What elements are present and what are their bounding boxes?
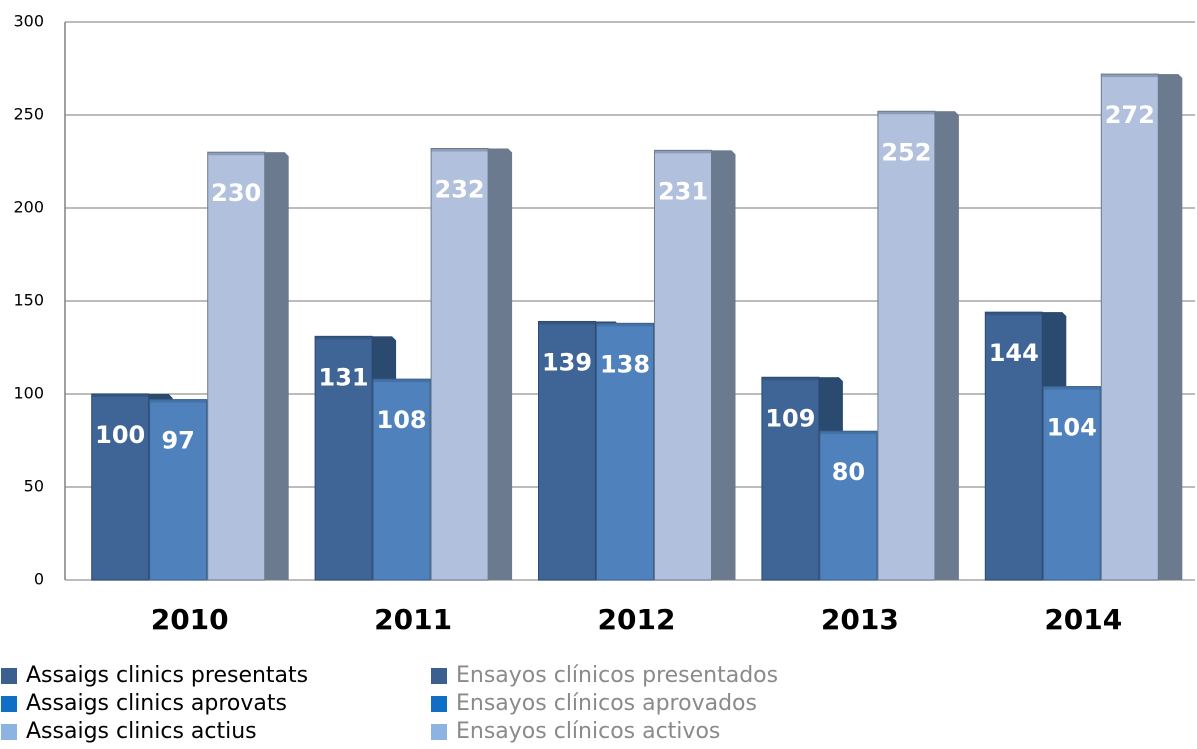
value-label: 231 (658, 177, 708, 205)
bar-top (91, 394, 169, 397)
legend-label: Ensayos clínicos presentados (456, 663, 778, 688)
y-tick-label: 100 (13, 384, 44, 403)
legend-label: Ensayos clínicos aprovados (456, 691, 757, 716)
bar (596, 322, 654, 581)
value-label: 232 (435, 175, 485, 203)
y-tick-label: 50 (24, 477, 44, 496)
value-label: 104 (1047, 414, 1097, 442)
bar (372, 378, 431, 581)
bar (430, 147, 489, 581)
legend-swatch (1, 724, 17, 740)
legend-swatch (431, 668, 447, 684)
bar-top (1101, 74, 1179, 78)
bar-top (315, 336, 393, 340)
bar-side (1158, 74, 1183, 580)
bar-top (877, 111, 955, 115)
y-tick-label: 250 (13, 105, 44, 124)
bar-top (985, 312, 1063, 316)
bar (1042, 386, 1101, 581)
value-label: 97 (161, 427, 194, 455)
legend-swatch (431, 724, 447, 740)
bar (538, 320, 596, 581)
legend-label: Assaigs clinics aprovats (26, 691, 287, 716)
x-tick-label: 2014 (1044, 603, 1122, 636)
value-label: 131 (319, 363, 369, 391)
bar (819, 430, 878, 581)
bar (149, 399, 208, 581)
bar (877, 110, 936, 581)
value-label: 230 (211, 179, 261, 207)
bar-top (596, 323, 674, 327)
value-label: 252 (881, 138, 931, 166)
legend-swatch (431, 696, 447, 712)
x-tick-label: 2011 (374, 603, 452, 636)
bar-top (761, 377, 839, 381)
y-tick-label: 200 (13, 198, 44, 217)
legend-label: Assaigs clinics presentats (26, 663, 308, 688)
legend-swatch (1, 668, 17, 684)
bar-top (654, 150, 732, 154)
value-label: 138 (600, 350, 650, 378)
bar-side (934, 111, 959, 580)
bar-side (264, 152, 289, 580)
legend-swatch (1, 696, 17, 712)
y-tick-label: 300 (13, 12, 44, 31)
legend-label: Ensayos clínicos activos (456, 719, 720, 744)
bar (654, 149, 712, 581)
bar (207, 151, 266, 581)
value-label: 139 (542, 348, 592, 376)
bar-side (488, 148, 513, 581)
bar-top (431, 148, 509, 152)
y-tick-label: 150 (13, 291, 44, 310)
value-label: 144 (989, 339, 1039, 367)
bar-top (1043, 386, 1121, 390)
x-tick-label: 2010 (151, 603, 229, 636)
x-tick-label: 2013 (821, 603, 899, 636)
bar (1100, 73, 1159, 581)
value-label: 272 (1105, 101, 1155, 129)
value-label: 109 (765, 404, 815, 432)
value-label: 108 (377, 406, 427, 434)
bar-top (207, 152, 285, 156)
bar (761, 376, 820, 581)
bar-top (538, 321, 616, 325)
y-tick-label: 0 (34, 570, 44, 589)
bar (314, 335, 373, 581)
bar-top (149, 399, 227, 403)
bar-top (819, 431, 897, 435)
bar (984, 311, 1043, 581)
bar-top (373, 379, 451, 383)
x-tick-label: 2012 (598, 603, 676, 636)
value-label: 80 (832, 458, 865, 486)
legend-label: Assaigs clinics actius (26, 719, 257, 744)
value-label: 100 (95, 421, 145, 449)
bar-side (711, 150, 736, 580)
